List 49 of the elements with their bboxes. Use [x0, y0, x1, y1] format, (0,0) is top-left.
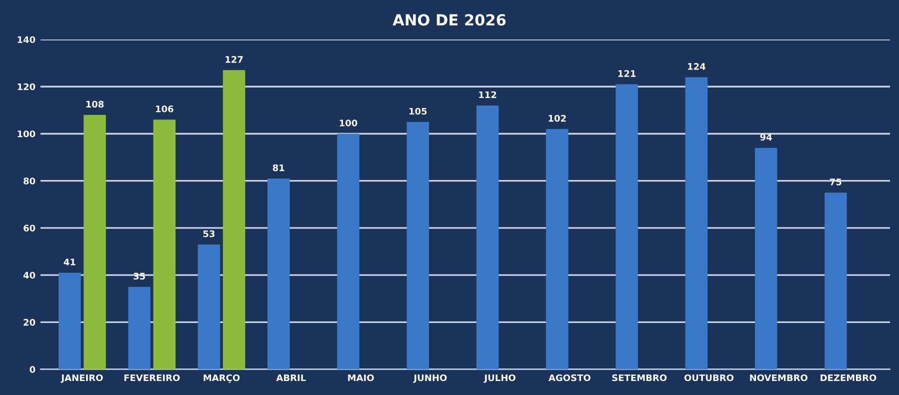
data-label: 94 [760, 134, 772, 141]
data-label: 124 [688, 63, 706, 70]
x-tick-label: MARÇO [204, 374, 240, 383]
data-label: 106 [156, 105, 174, 112]
y-tick-label: 40 [23, 272, 36, 279]
data-label: 127 [226, 56, 243, 63]
x-tick-label: JANEIRO [60, 374, 103, 383]
bar [476, 105, 499, 370]
x-tick-label: AGOSTO [548, 374, 590, 382]
bar [267, 178, 290, 370]
data-label: 121 [618, 70, 636, 77]
data-label: 112 [479, 91, 496, 98]
bar [546, 129, 568, 370]
y-tick-label: 60 [24, 224, 36, 232]
y-tick-label: 20 [24, 318, 36, 326]
bar [84, 114, 106, 370]
y-tick-label: 140 [18, 36, 36, 44]
bar [198, 244, 220, 370]
bar [153, 120, 176, 370]
x-tick-label: MAIO [348, 374, 374, 382]
x-tick-label: FEVEREIRO [124, 374, 180, 382]
y-tick-label: 80 [24, 178, 36, 184]
bar [406, 122, 430, 370]
x-tick-label: SETEMBRO [612, 374, 667, 382]
bar [128, 286, 150, 370]
bar [222, 70, 246, 370]
data-label: 81 [272, 164, 284, 172]
bar [754, 148, 778, 370]
bar [824, 192, 847, 370]
data-label: 53 [203, 230, 215, 238]
x-tick-label: JULHO [484, 374, 516, 383]
y-tick-label: 100 [18, 130, 36, 138]
x-tick-label: JUNHO [413, 374, 447, 383]
x-tick-label: OUTUBRO [684, 374, 734, 382]
bar [616, 84, 638, 370]
x-tick-label: ABRIL [276, 374, 306, 382]
data-label: 100 [340, 120, 358, 126]
bar [337, 134, 360, 370]
x-tick-label: NOVEMBRO [750, 374, 808, 382]
data-label: 102 [548, 114, 566, 122]
y-tick-label: 0 [30, 366, 36, 373]
bar [685, 77, 708, 370]
x-tick-label: DEZEMBRO [820, 374, 876, 382]
data-label: 41 [64, 258, 76, 266]
bar [58, 272, 81, 370]
data-label: 108 [86, 100, 104, 108]
y-tick-label: 120 [18, 83, 36, 90]
data-label: 105 [409, 108, 427, 115]
chart-title: ANO DE 2026 [392, 14, 506, 26]
